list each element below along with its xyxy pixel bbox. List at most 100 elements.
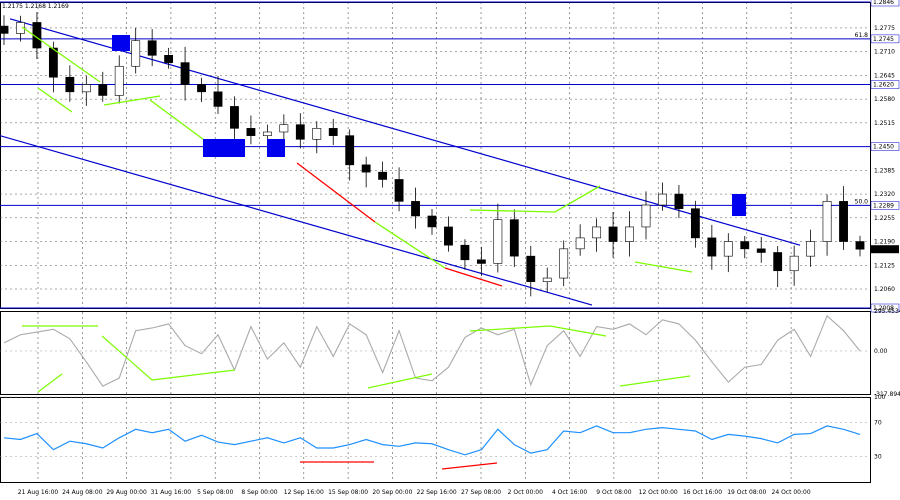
- level-badge: [870, 34, 900, 44]
- level-badge: [870, 201, 900, 210]
- current-price-label: 1.2169: [873, 246, 894, 253]
- osc1-y-tick: 295.4534: [874, 308, 900, 315]
- candle: [411, 201, 420, 217]
- candle: [444, 226, 453, 246]
- candle: [114, 65, 124, 96]
- candle: [81, 84, 91, 93]
- pane-border-1: [0, 2, 871, 309]
- candle: [98, 84, 108, 96]
- x-tick-label: 12 Oct 00:00: [639, 489, 678, 496]
- candle: [855, 241, 865, 250]
- x-tick-label: 5 Sep 08:00: [197, 489, 233, 496]
- candle: [246, 128, 256, 136]
- candle: [230, 106, 239, 129]
- osc1-divergence: [101, 335, 236, 381]
- candle: [476, 259, 486, 264]
- y-tick-label: 1.2320: [874, 191, 895, 198]
- signal-marker: [203, 139, 245, 157]
- candle: [575, 237, 585, 250]
- candle: [592, 226, 602, 239]
- candle: [690, 208, 700, 239]
- y-tick-label: 1.2190: [874, 239, 895, 246]
- y-tick-label: 1.2710: [874, 49, 895, 56]
- candle: [180, 62, 190, 85]
- osc1-divergence: [37, 373, 63, 393]
- candle: [658, 193, 667, 206]
- level-label: 1.2289: [873, 202, 894, 209]
- fib-label: 61.8: [855, 32, 869, 39]
- candle: [493, 219, 503, 264]
- candle: [608, 226, 618, 242]
- bullish-divergence: [103, 95, 161, 106]
- level-label: 1.2008: [873, 305, 894, 312]
- x-tick-label: 22 Sep 16:00: [417, 489, 457, 496]
- x-tick-label: 4 Oct 16:00: [552, 489, 587, 496]
- candle: [723, 241, 733, 257]
- osc1-divergence: [367, 373, 433, 389]
- candle: [147, 40, 157, 56]
- y-tick-label: 1.2255: [874, 215, 895, 222]
- level-label: 1.2450: [873, 144, 894, 151]
- candle: [822, 201, 832, 242]
- bullish-divergence: [374, 221, 446, 269]
- fib-label: 50.0: [855, 198, 869, 205]
- candle: [559, 248, 569, 279]
- osc1-divergence: [619, 375, 691, 387]
- x-tick-label: 29 Aug 00:00: [106, 489, 147, 496]
- osc2-divergence: [441, 462, 498, 470]
- signal-marker: [732, 194, 746, 216]
- x-tick-label: 9 Oct 08:00: [596, 489, 631, 496]
- candle: [756, 248, 766, 253]
- current-price-badge: [871, 245, 899, 254]
- osc2-y-tick: 100: [874, 394, 886, 401]
- candle: [361, 164, 371, 173]
- level-badge: [870, 303, 900, 313]
- candle: [707, 237, 717, 257]
- x-tick-label: 2 Oct 00:00: [508, 489, 543, 496]
- osc1-series-line: [3, 314, 861, 387]
- x-tick-label: 21 Aug 16:00: [18, 489, 59, 496]
- x-tick-label: 24 Oct 00:00: [772, 489, 811, 496]
- candle: [509, 219, 519, 257]
- osc1-y-tick: 0.00: [874, 348, 888, 355]
- level-badge: [870, 0, 900, 7]
- osc1-y-tick: -317.8949: [874, 391, 900, 398]
- pane-border-2: [0, 311, 871, 395]
- candle: [674, 193, 684, 209]
- osc2-y-tick: 30: [874, 454, 882, 461]
- x-tick-label: 31 Aug 16:00: [151, 489, 192, 496]
- candle: [0, 25, 9, 34]
- candle: [542, 277, 552, 283]
- bullish-divergence: [634, 261, 693, 273]
- y-tick-label: 1.2775: [874, 25, 895, 32]
- candle: [65, 76, 75, 93]
- x-tick-label: 20 Sep 00:00: [372, 489, 412, 496]
- y-tick-label: 1.2645: [874, 72, 895, 79]
- channel-lower: [0, 135, 593, 306]
- candle: [328, 128, 338, 136]
- pane-border-3: [0, 397, 871, 483]
- bullish-divergence: [21, 26, 101, 83]
- candle: [378, 171, 388, 180]
- x-tick-label: 24 Aug 08:00: [62, 489, 103, 496]
- candle: [295, 124, 305, 140]
- candle: [641, 204, 651, 228]
- level-label: 1.2620: [873, 82, 894, 89]
- bullish-divergence: [469, 185, 601, 213]
- signal-marker: [267, 139, 285, 157]
- osc1-divergence: [469, 325, 607, 337]
- x-tick-label: 8 Sep 00:00: [241, 489, 277, 496]
- candle: [262, 131, 272, 136]
- candle: [526, 255, 536, 283]
- level-label: 1.2745: [873, 36, 894, 43]
- osc2-series-line: [3, 425, 861, 456]
- y-tick-label: 1.2385: [874, 167, 895, 174]
- osc2-y-tick: 70: [874, 420, 882, 427]
- candle: [213, 91, 223, 107]
- level-label: 1.2846: [873, 0, 894, 6]
- bullish-divergence: [37, 87, 73, 113]
- candle: [839, 201, 848, 242]
- signal-marker: [112, 35, 130, 51]
- candle: [789, 255, 799, 272]
